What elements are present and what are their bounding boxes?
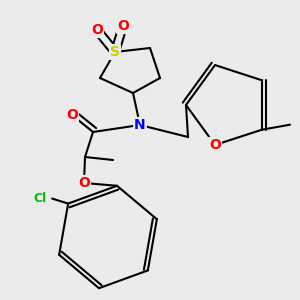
Text: O: O [66, 108, 78, 122]
Text: O: O [91, 23, 103, 37]
Text: O: O [117, 19, 129, 33]
Text: O: O [78, 176, 90, 190]
Text: N: N [134, 118, 146, 132]
Text: S: S [110, 45, 120, 59]
Text: Cl: Cl [34, 192, 47, 205]
Text: O: O [209, 138, 221, 152]
